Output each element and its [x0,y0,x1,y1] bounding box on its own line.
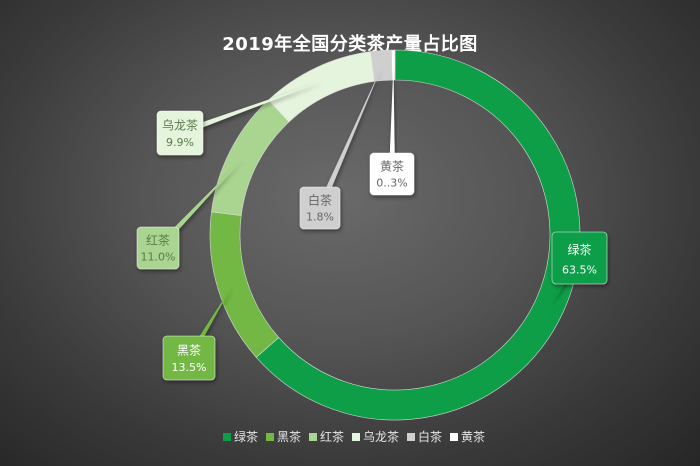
donut-ring [209,49,581,421]
callout-box [299,186,341,230]
slice-value-label: 13.5% [172,361,207,374]
slice-oolong-tea [267,51,375,123]
legend-swatch [407,433,416,441]
callout-white-tea: 白茶 1.8% [299,65,383,230]
callouts: 绿茶 63.5% 黑茶 13.5% 红茶 11.0% 乌龙茶 9.9% 白茶 1.8% 黄茶 0..3… [136,65,608,381]
callout-yellow-tea: 黄茶 0..3% [369,65,415,196]
callout-box [369,152,415,196]
legend-swatch [222,433,231,441]
callout-pointer [317,65,383,210]
legend-label: 红茶 [319,430,344,444]
legend-swatch [265,433,274,441]
slice-name-label: 黄茶 [380,159,404,174]
legend-swatch [450,433,459,441]
callout-black-tea: 红茶 11.0% [136,157,244,270]
slice-dark-tea [209,211,280,358]
slice-value-label: 0..3% [376,177,407,190]
legend-item-white-tea[interactable]: 白茶 [407,428,442,445]
legend-item-oolong-tea[interactable]: 乌龙茶 [352,428,399,445]
slice-name-label: 绿茶 [567,242,591,257]
legend-swatch [352,433,360,441]
slice-name-label: 黑茶 [177,342,201,357]
callout-pointer [178,81,323,136]
slice-yellow-tea [391,49,396,81]
slice-green-tea [255,49,581,421]
callout-box [551,231,608,285]
callout-box [136,226,180,270]
chart-legend: 绿茶 黑茶 红茶 乌龙茶 白茶 黄茶 [0,428,700,445]
callout-oolong-tea: 乌龙茶 9.9% [156,81,323,156]
legend-label: 黄茶 [461,430,486,444]
slice-name-label: 白茶 [308,193,332,208]
slice-name-label: 乌龙茶 [162,117,198,132]
legend-item-green-tea[interactable]: 绿茶 [222,428,258,445]
slice-value-label: 63.5% [562,264,597,277]
chart-title: 2019年全国分类茶产量占比图 [222,34,478,55]
legend-label: 乌龙茶 [363,430,400,444]
callout-dark-tea: 黑茶 13.5% [162,284,233,381]
legend-item-dark-tea[interactable]: 黑茶 [265,428,301,445]
legend-item-black-tea[interactable]: 红茶 [308,428,344,445]
slice-value-label: 11.0% [141,251,176,264]
callout-green-tea: 绿茶 63.5% [549,231,608,305]
callout-box [156,110,204,156]
legend-swatch [308,433,317,441]
callout-box [162,335,216,381]
legend-label: 白茶 [418,430,443,444]
legend-item-yellow-tea[interactable]: 黄茶 [450,428,485,445]
slice-value-label: 1.8% [306,211,334,224]
slice-value-label: 9.9% [166,136,194,149]
callout-pointer [155,157,244,251]
legend-label: 黑茶 [276,430,301,444]
legend-label: 绿茶 [233,430,258,444]
slice-name-label: 红茶 [146,233,170,248]
slice-white-tea [370,49,393,82]
callout-pointer [389,65,395,175]
